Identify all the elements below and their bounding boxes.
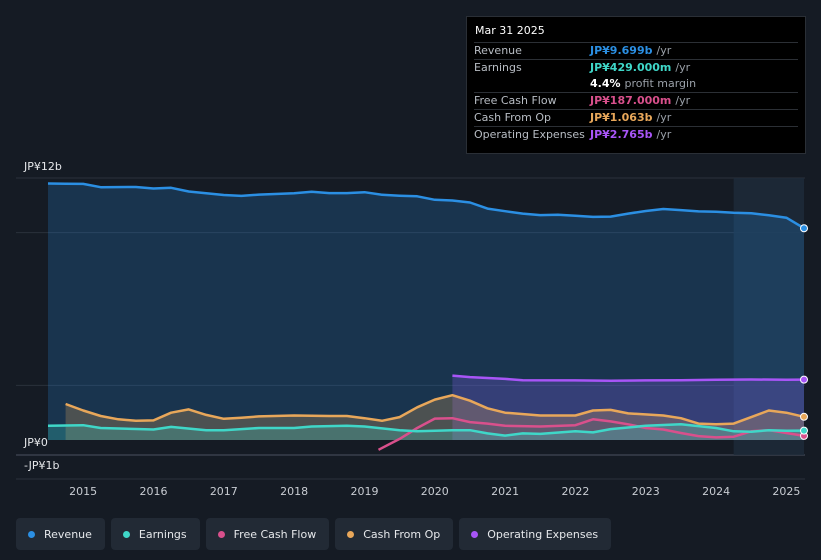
revenue-end-marker xyxy=(800,224,808,233)
x-tick-label: 2020 xyxy=(421,485,449,498)
legend-item-earnings[interactable]: Earnings xyxy=(110,518,200,550)
tooltip-row: Revenue JP¥9.699b/yr xyxy=(474,42,798,59)
legend-label: Cash From Op xyxy=(363,527,441,541)
tooltip-rows: Revenue JP¥9.699b/yr Earnings JP¥429.000m/y… xyxy=(474,42,798,143)
x-tick-label: 2015 xyxy=(69,485,97,498)
tooltip-row: Cash From Op JP¥1.063b/yr xyxy=(474,109,798,126)
tooltip-row-unit: /yr xyxy=(675,94,691,107)
legend-item-cash-from-op[interactable]: Cash From Op xyxy=(335,518,454,550)
series-lines xyxy=(47,182,805,451)
x-axis-ticks: 2015 2016 2017 2018 2019 2020 2021 2022 2023 2024… xyxy=(69,485,800,498)
legend-item-revenue[interactable]: Revenue xyxy=(16,518,105,550)
legend-dot-icon xyxy=(122,530,130,538)
tooltip-row-value: JP¥2.765b xyxy=(590,128,653,141)
earnings-end-marker xyxy=(800,426,808,435)
x-tick-label: 2019 xyxy=(350,485,378,498)
end-markers xyxy=(800,224,808,440)
tooltip-row-label: Cash From Op xyxy=(474,111,552,124)
y-axis-label: -JP¥1b xyxy=(24,459,59,472)
x-tick-label: 2025 xyxy=(772,485,800,498)
opex-line xyxy=(452,374,805,383)
tooltip-row: 4.4% profit margin xyxy=(474,76,798,92)
x-tick-label: 2016 xyxy=(139,485,167,498)
tooltip: Mar 31 2025 Revenue JP¥9.699b/yr Earnings J… xyxy=(466,16,806,154)
revenue-line xyxy=(47,182,805,230)
legend-label: Operating Expenses xyxy=(487,527,599,541)
tooltip-row: Free Cash Flow JP¥187.000m/yr xyxy=(474,92,798,109)
earnings-line xyxy=(47,423,805,437)
tooltip-row-unit: /yr xyxy=(675,61,691,74)
legend-label: Revenue xyxy=(44,527,92,541)
legend-dot-icon xyxy=(28,530,35,538)
tooltip-row-value: 4.4% xyxy=(590,77,621,90)
tooltip-row-value: JP¥187.000m xyxy=(590,94,672,107)
tooltip-row-unit: /yr xyxy=(656,44,672,57)
legend-label: Earnings xyxy=(138,527,187,541)
tooltip-row-value: JP¥9.699b xyxy=(590,44,653,57)
x-tick-label: 2024 xyxy=(702,485,730,498)
cfo-end-marker xyxy=(800,412,808,421)
tooltip-row-label: Earnings xyxy=(474,61,522,74)
y-axis-labels: JP¥12b JP¥0 -JP¥1b xyxy=(23,160,62,472)
tooltip-row-label: Operating Expenses xyxy=(474,128,585,141)
legend-dot-icon xyxy=(471,530,479,538)
legend-label: Free Cash Flow xyxy=(233,527,317,541)
legend-item-operating-expenses[interactable]: Operating Expenses xyxy=(459,518,612,550)
tooltip-row: Operating Expenses JP¥2.765b/yr xyxy=(474,126,798,143)
x-tick-label: 2017 xyxy=(210,485,238,498)
tooltip-row-label: Revenue xyxy=(474,44,522,57)
y-axis-label: JP¥12b xyxy=(23,160,62,173)
x-tick-label: 2021 xyxy=(491,485,519,498)
tooltip-row-label xyxy=(474,76,590,92)
y-axis-label: JP¥0 xyxy=(23,436,48,449)
opex-end-marker xyxy=(800,375,808,384)
tooltip-date: Mar 31 2025 xyxy=(475,24,545,37)
tooltip-row: Earnings JP¥429.000m/yr xyxy=(474,59,798,76)
gridlines xyxy=(16,177,805,480)
tooltip-row-label: Free Cash Flow xyxy=(474,94,557,107)
revenue-area xyxy=(48,183,804,440)
legend-item-free-cash-flow[interactable]: Free Cash Flow xyxy=(205,518,330,550)
highlight-band xyxy=(733,178,804,455)
cfo-line xyxy=(65,393,805,426)
tooltip-row-value: JP¥429.000m xyxy=(590,61,672,74)
legend: Revenue Earnings Free Cash Flow Cash From O… xyxy=(16,518,612,550)
tooltip-row-unit: /yr xyxy=(656,111,672,124)
tooltip-row-value: JP¥1.063b xyxy=(590,111,653,124)
tooltip-row-unit: /yr xyxy=(656,128,672,141)
x-tick-label: 2018 xyxy=(280,485,308,498)
series-areas xyxy=(48,183,805,440)
x-tick-label: 2022 xyxy=(561,485,589,498)
legend-dot-icon xyxy=(217,530,225,538)
tooltip-row-unit: profit margin xyxy=(624,77,697,90)
legend-dot-icon xyxy=(347,530,355,538)
x-tick-label: 2023 xyxy=(632,485,660,498)
fcf-line xyxy=(377,416,805,451)
